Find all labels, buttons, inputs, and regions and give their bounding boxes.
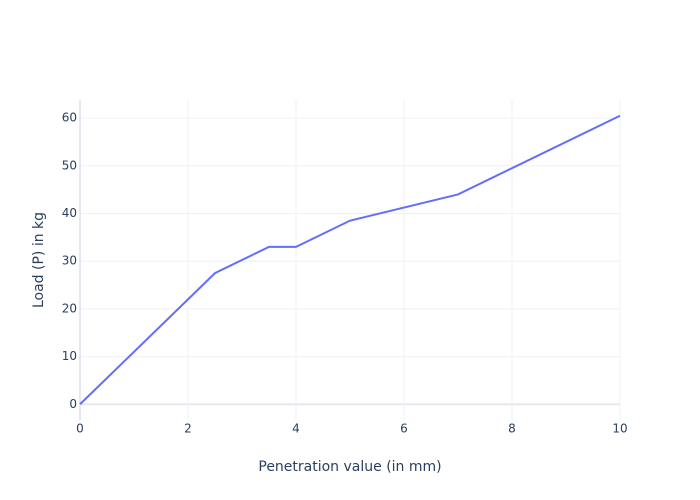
y-tick-label: 50 <box>62 158 77 172</box>
x-tick-label: 4 <box>292 422 300 436</box>
x-tick-label: 0 <box>76 422 84 436</box>
y-tick-label: 0 <box>69 397 77 411</box>
x-tick-label: 8 <box>508 422 516 436</box>
x-tick-label: 2 <box>184 422 192 436</box>
y-tick-label: 60 <box>62 111 77 125</box>
y-tick-label: 10 <box>62 349 77 363</box>
x-axis-title: Penetration value (in mm) <box>258 459 441 475</box>
data-line <box>79 114 621 405</box>
x-tick-label: 10 <box>612 422 627 436</box>
y-axis-title: Load (P) in kg <box>31 212 47 308</box>
y-tick-label: 20 <box>62 301 77 315</box>
y-tick-label: 40 <box>62 206 77 220</box>
y-tick-label: 30 <box>62 254 77 268</box>
x-tick-label: 6 <box>400 422 408 436</box>
